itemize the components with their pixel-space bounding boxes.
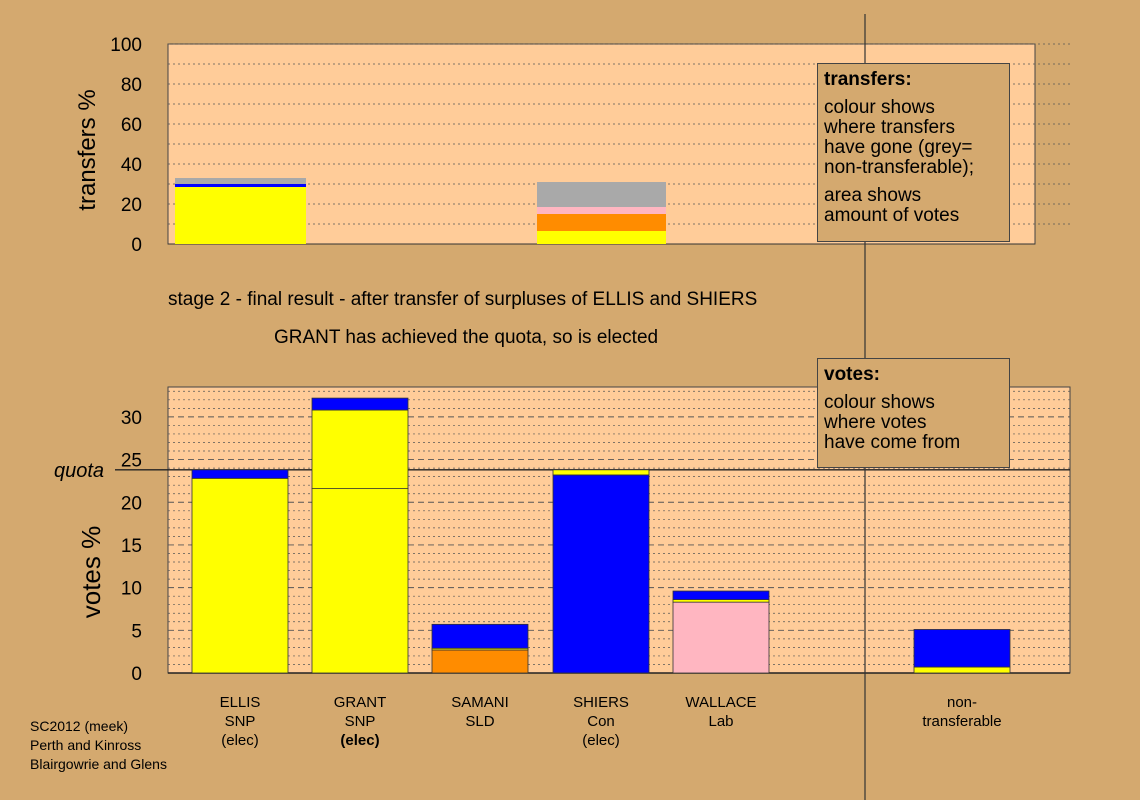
- transfers-legend-line: where transfers: [824, 117, 955, 138]
- votes-legend: votes: colour shows where votes have com…: [817, 358, 1010, 468]
- y-tick-label: 0: [131, 235, 142, 256]
- candidate-party: SLD: [465, 713, 495, 730]
- transfer-bar-segment: [537, 182, 666, 207]
- footer-line: SC2012 (meek): [30, 718, 129, 734]
- candidate-status: (elec): [582, 732, 620, 749]
- y-tick-label: 100: [110, 35, 142, 56]
- transfers-legend-line: colour shows: [824, 97, 935, 118]
- candidate-label-grant: GRANT SNP (elec): [305, 693, 415, 750]
- footer-line: Perth and Kinross: [30, 737, 142, 753]
- y-tick-label: 60: [121, 115, 142, 136]
- votes-legend-line: have come from: [824, 432, 961, 453]
- vote-bar-segment: [431, 623, 529, 649]
- transfers-legend-line: have gone (grey=: [824, 137, 973, 158]
- transfer-bar-segment: [537, 231, 666, 244]
- transfer-bar-segment: [175, 184, 306, 187]
- candidate-label-wallace: WALLACE Lab: [666, 693, 776, 731]
- candidate-status: (elec): [340, 732, 380, 749]
- votes-legend-line: colour shows: [824, 392, 935, 413]
- candidate-name: GRANT: [333, 694, 387, 711]
- y-tick-label: 30: [121, 408, 142, 429]
- transfer-bar-segment: [175, 187, 306, 244]
- quota-label: quota: [54, 460, 104, 482]
- candidate-status: (elec): [221, 732, 259, 749]
- candidate-name: ELLIS: [219, 694, 261, 711]
- stage-caption: stage 2 - final result - after transfer …: [168, 289, 758, 310]
- transfer-bar-segment: [175, 178, 306, 184]
- candidate-name: WALLACE: [685, 694, 757, 711]
- vote-bar-segment: [913, 666, 1011, 674]
- transfers-legend-line: non-transferable);: [824, 157, 974, 178]
- vote-bar-segment: [311, 409, 409, 489]
- candidate-name: SAMANI: [451, 694, 509, 711]
- transfers-legend-line: amount of votes: [824, 205, 960, 226]
- vote-bar-segment: [552, 474, 650, 674]
- y-tick-label: 25: [121, 451, 142, 472]
- candidate-party: SNP: [224, 713, 256, 730]
- transfers-legend-line: area shows: [824, 185, 922, 206]
- candidate-party: transferable: [922, 713, 1002, 730]
- y-tick-label: 20: [121, 493, 142, 514]
- footer-info: SC2012 (meek) Perth and Kinross Blairgow…: [30, 717, 167, 774]
- y-tick-label: 80: [121, 75, 142, 96]
- vote-bar-segment: [913, 629, 1011, 668]
- candidate-label-non-transferable: non- transferable: [907, 693, 1017, 731]
- candidate-label-shiers: SHIERS Con (elec): [546, 693, 656, 750]
- elected-caption: GRANT has achieved the quota, so is elec…: [274, 327, 659, 348]
- y-tick-label: 10: [121, 579, 142, 600]
- candidate-party: SNP: [344, 713, 376, 730]
- vote-bar-segment: [311, 488, 409, 674]
- y-axis-label: votes %: [76, 526, 106, 619]
- vote-bar-segment: [191, 477, 289, 674]
- vote-bar-segment: [672, 590, 770, 600]
- y-tick-label: 20: [121, 195, 142, 216]
- transfers-legend: transfers: colour shows where transfers …: [817, 63, 1010, 242]
- y-tick-label: 0: [131, 664, 142, 685]
- y-tick-label: 5: [131, 621, 142, 642]
- candidate-label-ellis: ELLIS SNP (elec): [185, 693, 295, 750]
- vote-bar-segment: [552, 469, 650, 476]
- y-tick-label: 15: [121, 536, 142, 557]
- footer-line: Blairgowrie and Glens: [30, 756, 167, 772]
- y-tick-label: 40: [121, 155, 142, 176]
- vote-bar-segment: [191, 469, 289, 479]
- vote-bar-segment: [311, 397, 409, 411]
- transfer-bar-segment: [537, 207, 666, 214]
- candidate-party: Con: [587, 713, 615, 730]
- transfer-bar-segment: [537, 214, 666, 231]
- candidate-label-samani: SAMANI SLD: [425, 693, 535, 731]
- candidate-name: SHIERS: [573, 694, 629, 711]
- votes-legend-line: where votes: [824, 412, 927, 433]
- vote-bar-segment: [672, 601, 770, 674]
- transfers-legend-title: transfers:: [824, 69, 912, 90]
- candidate-party: Lab: [708, 713, 734, 730]
- y-axis-label: transfers %: [74, 89, 101, 210]
- votes-legend-title: votes:: [824, 364, 880, 385]
- candidate-name: non-: [946, 694, 978, 711]
- vote-bar-segment: [431, 649, 529, 674]
